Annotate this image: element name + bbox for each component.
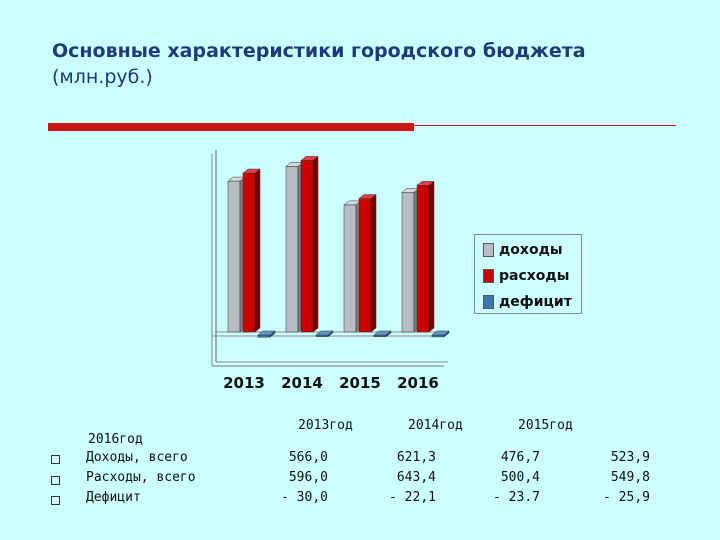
legend-item-expense: расходы bbox=[483, 267, 569, 285]
table-cell: 549,8 bbox=[610, 470, 650, 485]
table-cell: - 25,9 bbox=[603, 490, 650, 505]
bar-expense-2013-side bbox=[254, 168, 261, 333]
x-tick-label-2016: 2016 bbox=[397, 374, 439, 392]
bar-expense-2014-side bbox=[312, 155, 319, 333]
table-header-2013: 2013год bbox=[298, 418, 353, 433]
bullet-icon bbox=[51, 476, 60, 485]
bar-deficit-2016-front bbox=[431, 334, 445, 338]
bar-deficit-2015-front bbox=[373, 334, 387, 338]
budget-bar-chart: 2013 2014 2015 2016 bbox=[211, 150, 450, 392]
bar-deficit-2016-top bbox=[431, 330, 450, 336]
x-tick-label-2014: 2014 bbox=[281, 374, 323, 392]
bar-income-2014 bbox=[285, 161, 304, 333]
chart-legend: доходы расходы дефицит bbox=[474, 234, 582, 314]
bar-expense-2015 bbox=[358, 194, 377, 333]
bar-expense-2016-side bbox=[428, 180, 435, 333]
bar-income-2016-front bbox=[401, 192, 415, 333]
bar-deficit-2015 bbox=[373, 330, 392, 338]
legend-label-income: доходы bbox=[499, 242, 563, 258]
table-cell: 500,4 bbox=[500, 470, 540, 485]
bar-expense-2015-side bbox=[370, 194, 377, 333]
table-row-label-deficit: Дефицит bbox=[86, 490, 141, 505]
table-header-2014: 2014год bbox=[408, 418, 463, 433]
legend-swatch-deficit bbox=[483, 295, 494, 309]
decorative-red-bar bbox=[48, 123, 414, 131]
chart-x-labels: 2013 2014 2015 2016 bbox=[223, 374, 439, 392]
legend-swatch-income bbox=[483, 243, 494, 257]
bullet-icon bbox=[51, 496, 60, 505]
table-row-label-income: Доходы, всего bbox=[86, 450, 188, 465]
bar-deficit-2014-top bbox=[315, 330, 334, 336]
bar-income-2014-front bbox=[285, 166, 299, 333]
bullet-icon bbox=[51, 455, 60, 464]
decorative-red-line bbox=[414, 125, 676, 126]
x-tick-label-2015: 2015 bbox=[339, 374, 381, 392]
bar-income-2013-front bbox=[227, 180, 241, 333]
x-tick-label-2013: 2013 bbox=[223, 374, 265, 392]
chart-bars bbox=[227, 155, 450, 338]
bar-income-2016 bbox=[401, 187, 420, 333]
bar-expense-2013-top bbox=[242, 168, 261, 174]
table-cell: 476,7 bbox=[500, 450, 540, 465]
bar-income-2015-front bbox=[343, 204, 357, 333]
table-row-label-expense: Расходы, всего bbox=[86, 470, 196, 485]
bar-expense-2015-top bbox=[358, 194, 377, 199]
page-subtitle: (млн.руб.) bbox=[52, 66, 153, 88]
bar-deficit-2014 bbox=[315, 330, 334, 338]
bar-expense-2015-front bbox=[358, 198, 372, 333]
table-cell: 621,3 bbox=[396, 450, 436, 465]
bar-expense-2014-top bbox=[300, 156, 319, 161]
bar-expense-2014-front bbox=[300, 160, 314, 333]
table-cell: - 23.7 bbox=[493, 490, 540, 505]
page-title: Основные характеристики городского бюдже… bbox=[52, 40, 586, 62]
bar-expense-2016 bbox=[416, 180, 435, 333]
legend-label-expense: расходы bbox=[499, 268, 570, 284]
bar-income-2015 bbox=[343, 200, 362, 333]
table-cell: - 22,1 bbox=[389, 490, 436, 505]
bar-deficit-2013-top bbox=[257, 330, 276, 336]
budget-table: 2013год 2014год 2015год 2016год Доходы, … bbox=[0, 410, 720, 530]
bar-expense-2013 bbox=[242, 168, 261, 333]
bar-expense-2014 bbox=[300, 155, 319, 333]
bar-deficit-2013 bbox=[257, 330, 276, 338]
bar-deficit-2015-top bbox=[373, 330, 392, 336]
legend-item-deficit: дефицит bbox=[483, 293, 572, 311]
legend-item-income: доходы bbox=[483, 241, 563, 259]
table-cell: 566,0 bbox=[288, 450, 328, 465]
table-header-2016: 2016год bbox=[88, 432, 143, 447]
table-cell: 643,4 bbox=[396, 470, 436, 485]
table-header-2015: 2015год bbox=[518, 418, 573, 433]
bar-expense-2013-front bbox=[242, 172, 256, 333]
table-cell: 523,9 bbox=[610, 450, 650, 465]
table-cell: - 30,0 bbox=[281, 490, 328, 505]
legend-label-deficit: дефицит bbox=[499, 294, 572, 310]
bar-deficit-2013-front bbox=[257, 334, 271, 338]
legend-swatch-expense bbox=[483, 269, 494, 283]
bar-expense-2016-front bbox=[416, 185, 430, 333]
table-cell: 596,0 bbox=[288, 470, 328, 485]
bar-deficit-2016 bbox=[431, 330, 450, 338]
bar-expense-2016-top bbox=[416, 181, 435, 186]
bar-income-2013 bbox=[227, 176, 246, 333]
